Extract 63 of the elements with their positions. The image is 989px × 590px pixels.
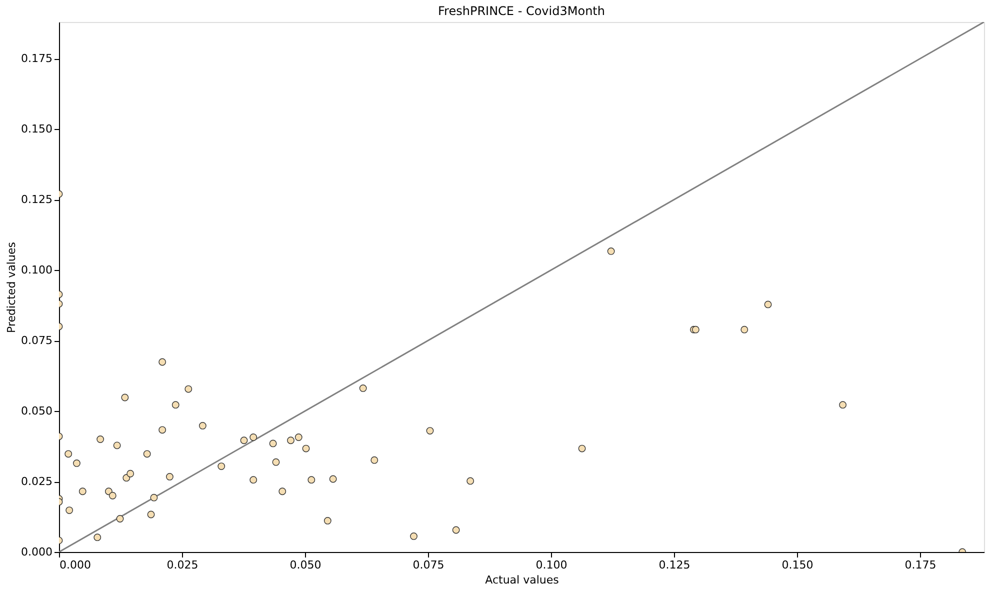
point [158, 426, 166, 434]
point [839, 401, 846, 409]
y-tick-label: 0.150 [21, 122, 52, 136]
point [287, 436, 294, 444]
y-tick-label: 0.050 [21, 404, 52, 418]
point [250, 434, 258, 441]
point [240, 436, 248, 444]
point [578, 444, 586, 452]
point [278, 488, 286, 496]
y-tick-label: 0.125 [21, 193, 52, 206]
y-axis-title: Predicted values [5, 242, 18, 333]
point [370, 456, 378, 464]
x-tick-label: 0.025 [166, 558, 198, 572]
point [126, 470, 134, 478]
y-tick-label: 0.075 [21, 334, 52, 348]
point [147, 510, 155, 518]
point [198, 422, 206, 430]
point [250, 476, 258, 484]
point [113, 442, 121, 450]
y-tick-label: 0.025 [21, 475, 52, 488]
point [426, 427, 434, 434]
x-tick-label: 0.000 [60, 558, 91, 572]
point [108, 492, 116, 500]
point [96, 436, 104, 443]
point [410, 532, 418, 540]
y-tick-label: 0.175 [21, 52, 52, 66]
point [78, 488, 86, 496]
point [116, 515, 124, 522]
x-tick-label: 0.100 [536, 558, 568, 572]
point [121, 394, 129, 402]
y-tick-label: 0.100 [21, 264, 52, 277]
point [302, 444, 310, 452]
point [329, 475, 337, 483]
x-tick-label: 0.050 [290, 558, 322, 572]
x-tick-label: 0.125 [658, 558, 690, 572]
point [269, 440, 277, 448]
point [359, 384, 367, 392]
point [143, 450, 151, 458]
x-tick-label: 0.075 [412, 558, 444, 572]
point [172, 401, 180, 409]
point [158, 358, 166, 366]
point [66, 506, 74, 514]
point [466, 477, 474, 485]
point [308, 476, 316, 484]
point [294, 434, 302, 441]
point [218, 462, 226, 470]
point [764, 300, 772, 308]
point [272, 458, 280, 466]
point [150, 494, 158, 502]
point [452, 526, 460, 534]
point [73, 460, 80, 467]
point [166, 473, 174, 480]
point [740, 326, 748, 334]
y-tick-label: 0.000 [21, 546, 52, 558]
point [184, 385, 192, 393]
x-axis-title: Actual values [485, 574, 560, 586]
x-tick-label: 0.175 [904, 558, 936, 572]
point [64, 450, 72, 458]
point [94, 534, 102, 542]
point [607, 248, 615, 255]
x-tick-label: 0.150 [782, 558, 814, 572]
point [324, 517, 332, 524]
chart-title: FreshPRINCE - Covid3Month [438, 4, 605, 18]
